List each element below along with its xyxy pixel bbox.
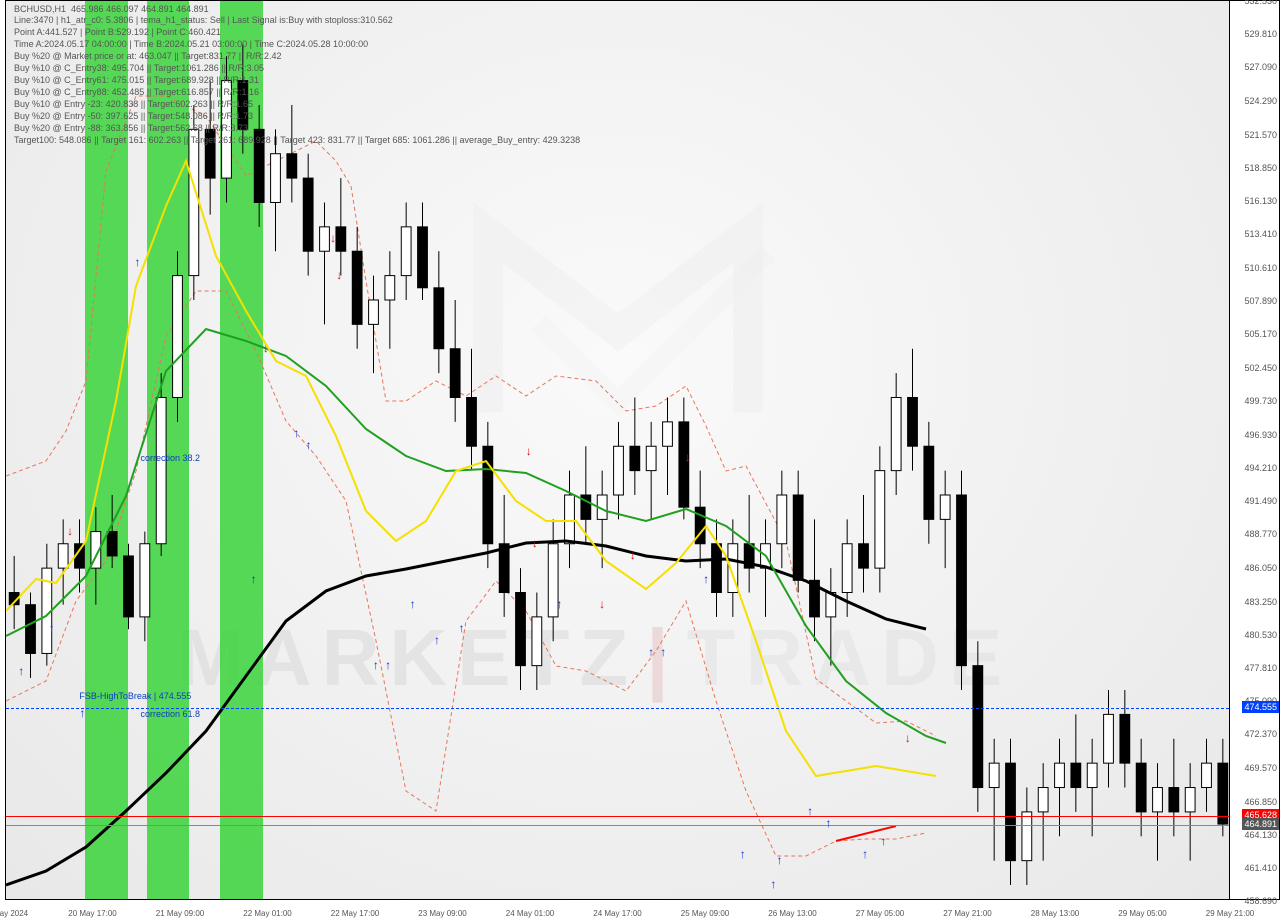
arrow-down-icon: ↓ [330,231,336,245]
y-tick: 477.810 [1244,663,1277,673]
y-tick: 480.530 [1244,630,1277,640]
x-tick: 24 May 17:00 [593,909,641,918]
y-tick: 502.450 [1244,363,1277,373]
info-line: Time A:2024.05.17 04:00:00 | Time B:2024… [14,39,368,49]
y-tick: 486.050 [1244,563,1277,573]
arrow-down-icon: ↓ [526,444,532,458]
arrow-up-icon: ↑ [770,877,776,891]
y-axis: 532.530 529.810 527.090 524.290 521.570 518.8… [1230,0,1280,900]
info-line: Buy %20 @ Market price or at: 463.047 ||… [14,51,281,61]
x-tick: 25 May 09:00 [681,909,729,918]
arrow-up-icon: ↑ [740,847,746,861]
annotation-text: correction 38.2 [141,453,201,463]
arrow-up-icon: ↑ [385,658,391,672]
x-tick: 27 May 21:00 [943,909,991,918]
y-tick: 527.090 [1244,62,1277,72]
y-tick: 521.570 [1244,130,1277,140]
x-tick: 28 May 13:00 [1031,909,1079,918]
x-tick: 20 May 2024 [0,909,28,918]
annotation-text: correction 61.8 [141,709,201,719]
y-tick: 469.570 [1244,763,1277,773]
y-tick: 483.250 [1244,597,1277,607]
arrow-down-icon: ↓ [67,524,73,538]
y-tick: 494.210 [1244,463,1277,473]
arrow-up-icon: ↑ [251,572,257,586]
arrow-up-icon: ↑ [18,664,24,678]
arrow-down-icon: ↓ [685,450,691,464]
arrow-down-icon: ↓ [599,597,605,611]
arrow-down-icon: ↓ [630,548,636,562]
chart-area[interactable]: MARKETZ|TRADE Line:3470 | h1_atr_c0: 5.3… [5,0,1230,900]
info-line: Buy %10 @ C_Entry88: 452.485 || Target:6… [14,87,259,97]
x-tick: 29 May 05:00 [1118,909,1166,918]
y-tick: 510.610 [1244,263,1277,273]
y-tick: 464.130 [1244,830,1277,840]
info-line: Buy %10 @ Entry -23: 420.838 || Target:6… [14,99,253,109]
y-tick: 466.850 [1244,797,1277,807]
x-tick: 29 May 21:00 [1206,909,1254,918]
annotation-text: FSB-HighToBreak | 474.555 [79,691,191,701]
x-tick: 21 May 09:00 [156,909,204,918]
y-tick: 507.890 [1244,296,1277,306]
info-line: Buy %20 @ Entry -88: 363.856 || Target:5… [14,123,248,133]
y-tick: 524.290 [1244,96,1277,106]
arrow-up-icon: ↑ [293,426,299,440]
arrow-up-icon: ↑ [459,621,465,635]
arrow-up-icon: ↑ [703,572,709,586]
y-tick: 505.170 [1244,329,1277,339]
arrow-up-icon: ↑ [807,804,813,818]
horizontal-line [6,816,1229,817]
y-tick: 518.850 [1244,163,1277,173]
arrow-up-icon: ↑ [434,633,440,647]
arrow-up-icon: ↑ [776,853,782,867]
arrow-down-icon: ↓ [263,341,269,355]
x-tick: 22 May 17:00 [331,909,379,918]
info-line: Buy %20 @ Entry -50: 397.625 || Target:5… [14,111,253,121]
info-line: Point A:441.527 | Point B:529.192 | Poin… [14,27,221,37]
arrow-up-icon: ↑ [79,706,85,720]
arrow-up-icon: ↑ [134,255,140,269]
y-tick: 458.690 [1244,896,1277,906]
arrow-up-icon: ↑ [410,597,416,611]
x-tick: 26 May 13:00 [768,909,816,918]
x-tick: 20 May 17:00 [68,909,116,918]
horizontal-line [6,825,1229,826]
y-tick: 532.530 [1244,0,1277,6]
info-line: Line:3470 | h1_atr_c0: 5.3806 | tema_h1_… [14,15,393,25]
info-line: Buy %10 @ C_Entry61: 475.015 || Target:6… [14,75,259,85]
info-line: Target100: 548.086 || Target 161: 602.26… [14,135,580,145]
arrow-down-icon: ↓ [532,536,538,550]
x-tick: 22 May 01:00 [243,909,291,918]
arrow-up-icon: ↑ [648,645,654,659]
y-tick: 491.490 [1244,496,1277,506]
chart-header: BCHUSD,H1 465.986 466.097 464.891 464.89… [14,4,209,14]
arrow-up-icon: ↑ [373,658,379,672]
arrow-up-icon: ↑ [306,438,312,452]
arrow-down-icon: ↓ [905,731,911,745]
arrow-up-icon: ↑ [49,621,55,635]
y-tick: 488.770 [1244,529,1277,539]
x-tick: 23 May 09:00 [418,909,466,918]
arrow-up-icon: ↑ [880,834,886,848]
arrow-up-icon: ↑ [825,816,831,830]
info-line: Buy %10 @ C_Entry38: 495.704 || Target:1… [14,63,264,73]
x-axis: 20 May 202420 May 17:0021 May 09:0022 Ma… [5,900,1230,920]
price-tag: 464.891 [1242,818,1279,830]
y-tick: 529.810 [1244,29,1277,39]
arrow-down-icon: ↓ [336,268,342,282]
y-tick: 472.370 [1244,729,1277,739]
arrow-up-icon: ↑ [660,645,666,659]
arrow-up-icon: ↑ [556,597,562,611]
y-tick: 461.410 [1244,863,1277,873]
y-tick: 496.930 [1244,430,1277,440]
y-tick: 513.410 [1244,229,1277,239]
arrow-up-icon: ↑ [862,847,868,861]
y-tick: 499.730 [1244,396,1277,406]
price-tag: 474.555 [1242,701,1279,713]
x-tick: 24 May 01:00 [506,909,554,918]
y-tick: 516.130 [1244,196,1277,206]
x-tick: 27 May 05:00 [856,909,904,918]
